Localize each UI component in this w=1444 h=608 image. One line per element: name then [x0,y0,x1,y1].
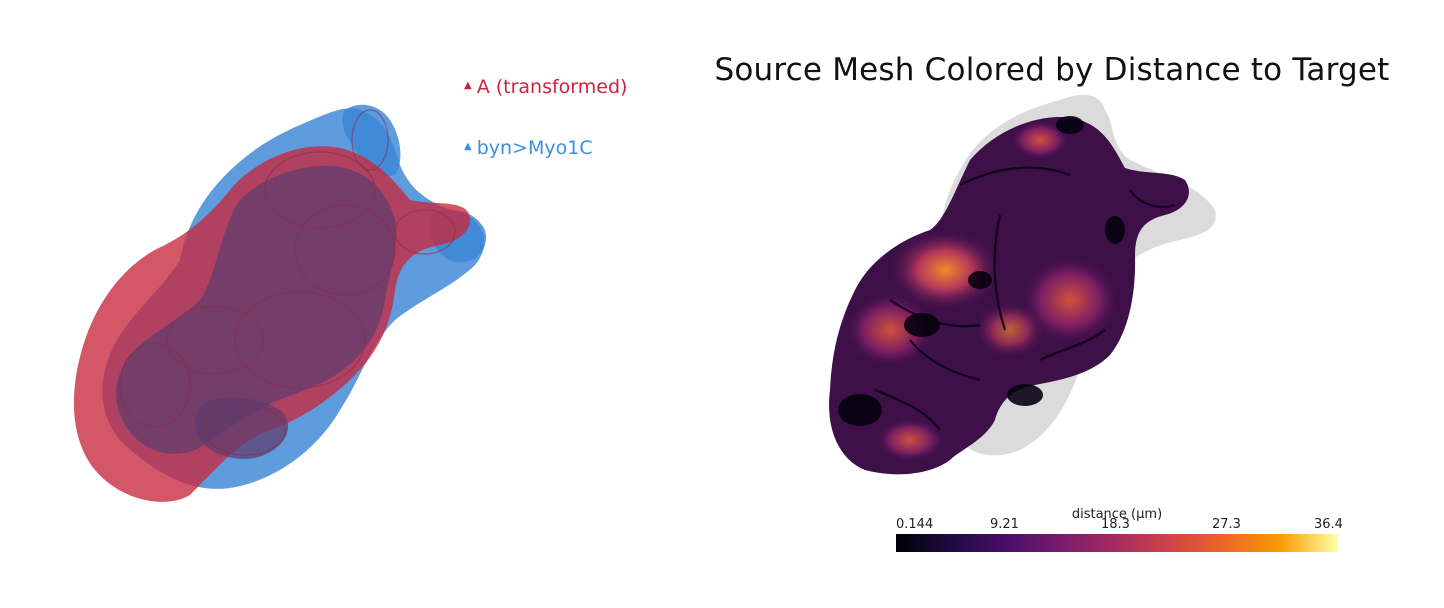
distance-view[interactable]: Source Mesh Colored by Distance to Targe… [660,0,1444,608]
source-mesh-colored [829,116,1189,475]
lobe-contours [119,109,456,456]
overlap-region [116,165,397,459]
colorbar-tick-label: 18.3 [1101,517,1130,532]
colorbar-tick-label: 27.3 [1212,517,1241,532]
colorbar-title: distance (µm) [1071,507,1163,522]
legend-item-target[interactable]: ▲ byn>Myo1C [464,135,627,161]
overlay-render[interactable] [0,0,660,608]
triangle-marker-icon: ▲ [464,80,472,91]
overlay-view[interactable]: ▲ A (transformed) ▲ byn>Myo1C [0,0,660,608]
triangle-marker-icon: ▲ [464,141,472,152]
colorbar-tick-label: 9.21 [990,517,1019,532]
view-title: Source Mesh Colored by Distance to Targe… [714,52,1390,88]
colorbar-tick-label: 0.144 [896,517,934,532]
colorbar-gradient [896,534,1338,552]
legend-label: A (transformed) [476,76,628,98]
legend-label: byn>Myo1C [476,137,593,159]
mesh-legend: ▲ A (transformed) ▲ byn>Myo1C [464,74,627,196]
legend-item-source[interactable]: ▲ A (transformed) [464,74,627,100]
colorbar-ticks: 0.144 9.21 18.3 27.3 36.4 [896,517,1343,535]
colorbar-tick-label: 36.4 [1314,517,1343,532]
distance-render[interactable] [660,0,1444,608]
